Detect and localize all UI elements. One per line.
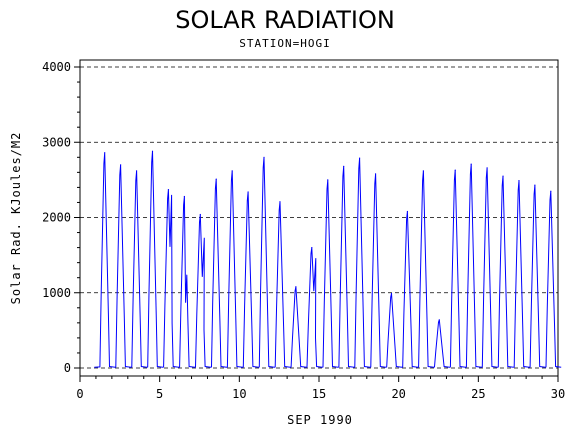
plot-frame <box>79 59 559 377</box>
x-tick-label-15: 15 <box>312 387 326 401</box>
peak-point-day-13 <box>295 286 297 288</box>
series-line <box>94 151 562 368</box>
x-tick-label-20: 20 <box>391 387 405 401</box>
x-tick-label-30: 30 <box>551 387 565 401</box>
chart-subtitle: STATION=HOGI <box>239 37 330 50</box>
peak-point-day-3 <box>135 170 138 172</box>
peak-point-day-27 <box>518 180 520 182</box>
axes <box>79 59 559 377</box>
peak-point-day-12 <box>279 201 281 203</box>
peak-point-day-2 <box>120 164 122 166</box>
peak-point-day-14 <box>311 247 313 249</box>
y-tick-label-2000: 2000 <box>42 211 71 225</box>
peak-point-day-22 <box>438 319 440 321</box>
peak-point-day-21 <box>422 170 424 172</box>
peak-point-day-8 <box>215 178 217 180</box>
peak-point-day-5 <box>167 189 170 191</box>
peak-point-day-26 <box>502 175 504 177</box>
x-tick-label-25: 25 <box>471 387 485 401</box>
tick-layer: 0 1000 2000 3000 4000 0 5 10 15 20 25 30 <box>42 60 565 401</box>
peak-point-day-6 <box>183 195 185 198</box>
grid-lines <box>80 66 558 369</box>
chart-title: SOLAR RADIATION <box>175 6 395 34</box>
x-tick-label-10: 10 <box>232 387 246 401</box>
x-tick-label-5: 5 <box>156 387 163 401</box>
peak-point-day-7 <box>199 213 201 216</box>
peak-point-day-1 <box>104 152 106 154</box>
y-axis-label: Solar Rad. KJoules/M2 <box>9 132 23 305</box>
peak-point-day-9 <box>231 170 233 172</box>
peak-point-day-28 <box>534 184 536 186</box>
peak-point-day-4 <box>151 150 154 152</box>
peak-point-day-10 <box>247 191 249 193</box>
y-tick-label-0: 0 <box>64 361 71 375</box>
peak-point-day-16 <box>343 165 345 167</box>
peak-point-day-11 <box>263 156 265 158</box>
peak-point-day-17 <box>359 157 361 159</box>
series-layer <box>94 150 562 368</box>
peak-point-day-25 <box>486 167 488 169</box>
peak-point-day-20 <box>406 210 409 213</box>
peak-point-day-18 <box>374 173 377 175</box>
x-tick-label-0: 0 <box>76 387 83 401</box>
y-tick-label-4000: 4000 <box>42 60 71 74</box>
x-axis-label: SEP 1990 <box>287 413 353 427</box>
peak-point-day-29 <box>550 190 552 192</box>
peak-point-day-19 <box>390 292 393 295</box>
peak-point-day-24 <box>470 163 472 165</box>
y-tick-label-1000: 1000 <box>42 286 71 300</box>
y-tick-label-3000: 3000 <box>42 135 71 149</box>
peak-point-day-23 <box>454 169 456 171</box>
peak-point-day-15 <box>327 179 329 181</box>
